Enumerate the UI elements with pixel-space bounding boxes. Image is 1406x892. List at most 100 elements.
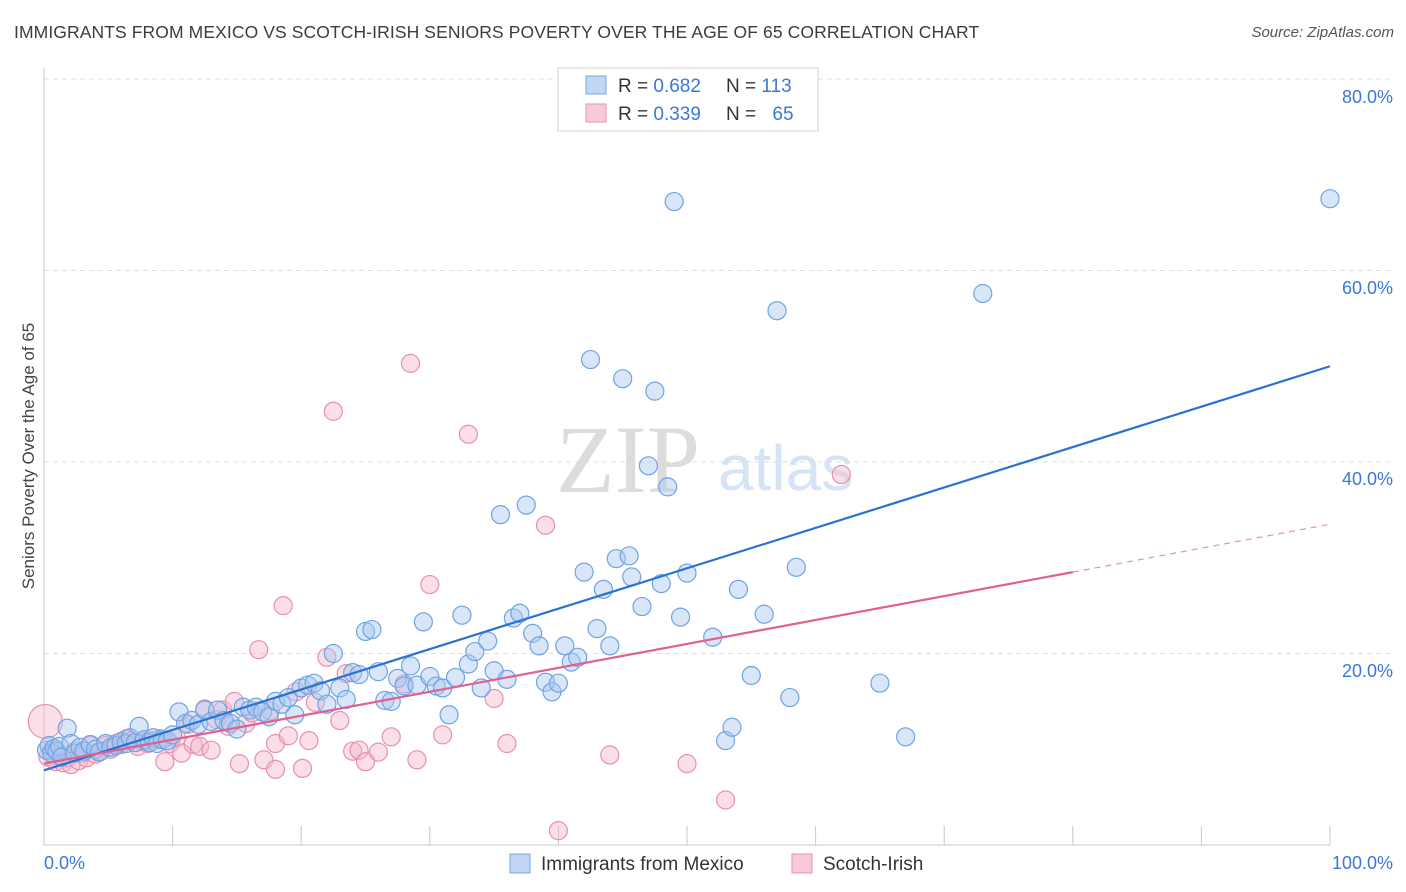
- point-scotch-irish-73: [715, 790, 736, 810]
- y-tick-label-60: 60.0%: [1342, 278, 1393, 298]
- stats-r-value-2: 0.339: [653, 104, 701, 125]
- point-scotch-irish-72: [677, 754, 697, 774]
- point-scotch-irish-67: [484, 688, 504, 709]
- point-mexico-112: [722, 717, 742, 737]
- point-scotch-irish-47: [278, 726, 298, 746]
- point-mexico-119: [870, 673, 890, 693]
- legend-swatch-mexico: [509, 853, 531, 874]
- point-mexico-53: [317, 694, 337, 714]
- point-scotch-irish-65: [433, 725, 453, 745]
- point-mexico-122: [1320, 189, 1340, 209]
- y-tick-label-20: 20.0%: [1342, 661, 1393, 681]
- point-scotch-irish-42: [249, 640, 269, 660]
- stats-swatch-pink: [585, 103, 607, 123]
- point-mexico-105: [651, 574, 671, 594]
- y-tick-label-80: 80.0%: [1342, 87, 1393, 107]
- data-points: [27, 189, 1340, 841]
- legend-item-scotch-irish[interactable]: Scotch-Irish: [791, 853, 923, 875]
- point-scotch-irish-0: [27, 703, 63, 740]
- point-mexico-66: [400, 656, 421, 676]
- point-mexico-106: [658, 477, 678, 497]
- point-mexico-94: [580, 349, 601, 370]
- point-mexico-116: [767, 301, 787, 321]
- point-mexico-75: [458, 654, 478, 674]
- point-mexico-102: [632, 596, 652, 617]
- x-tick-label-max: 100.0%: [1332, 853, 1393, 873]
- point-mexico-108: [670, 607, 691, 627]
- svg-text:N = 65: N = 65: [726, 104, 794, 125]
- point-mexico-121: [973, 283, 993, 304]
- point-mexico-93: [574, 562, 594, 582]
- stats-n-value-2: 65: [772, 104, 793, 125]
- point-mexico-115: [754, 604, 774, 624]
- stats-r-label-2: R =: [618, 104, 653, 125]
- point-mexico-89: [548, 673, 569, 693]
- point-scotch-irish-70: [548, 821, 569, 841]
- point-mexico-118: [786, 557, 806, 577]
- trend-line-mexico: [43, 365, 1331, 772]
- point-scotch-irish-66: [458, 424, 478, 444]
- point-mexico-85: [523, 623, 543, 643]
- svg-text:R = 0.682: R = 0.682: [618, 76, 701, 97]
- point-scotch-irish-62: [400, 353, 421, 373]
- point-mexico-90: [555, 636, 575, 656]
- point-mexico-63: [381, 691, 401, 711]
- point-scotch-irish-53: [323, 401, 343, 421]
- point-scotch-irish-32: [190, 736, 210, 756]
- stats-r-value-1: 0.682: [653, 76, 701, 97]
- legend: Immigrants from Mexico Scotch-Irish: [509, 853, 923, 875]
- trend-line-scotch-irish: [43, 571, 1074, 765]
- watermark-zip: ZIP: [556, 406, 700, 513]
- point-mexico-120: [896, 727, 916, 747]
- point-scotch-irish-75: [265, 759, 286, 779]
- legend-item-mexico[interactable]: Immigrants from Mexico: [509, 853, 744, 875]
- point-scotch-irish-56: [343, 741, 363, 761]
- y-tick-label-40: 40.0%: [1342, 469, 1393, 489]
- chart-title: IMMIGRANTS FROM MEXICO VS SCOTCH-IRISH S…: [14, 22, 980, 42]
- point-mexico-78: [478, 631, 498, 651]
- point-mexico-100: [619, 546, 639, 566]
- point-mexico-84: [516, 495, 536, 515]
- point-scotch-irish-60: [381, 727, 401, 747]
- point-mexico-76: [465, 641, 485, 662]
- stats-n-value-1: 113: [761, 76, 791, 97]
- legend-label-scotch-irish: Scotch-Irish: [823, 854, 923, 875]
- watermark: ZIP atlas: [556, 406, 853, 513]
- stats-r-label-1: R =: [618, 76, 653, 97]
- point-scotch-irish-68: [497, 733, 517, 754]
- point-mexico-83: [510, 603, 530, 623]
- point-mexico-69: [420, 666, 440, 687]
- point-scotch-irish-50: [299, 731, 319, 751]
- x-axis-ticks: [43, 826, 1331, 845]
- point-mexico-95: [587, 619, 607, 639]
- y-tick-labels: 20.0% 40.0% 60.0% 80.0%: [1342, 87, 1393, 681]
- point-mexico-104: [645, 381, 665, 401]
- point-mexico-113: [728, 579, 749, 599]
- point-mexico-74: [452, 605, 472, 625]
- point-mexico-55: [330, 678, 350, 698]
- legend-label-mexico: Immigrants from Mexico: [541, 854, 744, 875]
- point-mexico-60: [362, 619, 382, 640]
- point-scotch-irish-58: [355, 752, 376, 772]
- point-mexico-117: [780, 687, 800, 708]
- chart-source: Source: ZipAtlas.com: [1251, 24, 1394, 41]
- svg-text:R = 0.339: R = 0.339: [618, 104, 701, 125]
- point-mexico-64: [388, 668, 408, 688]
- trend-lines: [43, 365, 1331, 772]
- legend-swatch-scotch-irish: [791, 853, 813, 874]
- point-mexico-86: [529, 636, 549, 656]
- stats-n-label-1: N =: [726, 76, 761, 97]
- point-scotch-irish-49: [292, 758, 313, 779]
- svg-text:N = 113: N = 113: [726, 76, 792, 97]
- point-mexico-73: [445, 667, 466, 688]
- point-mexico-114: [741, 665, 761, 686]
- point-mexico-68: [413, 612, 433, 632]
- point-mexico-7: [57, 718, 77, 738]
- point-scotch-irish-69: [535, 515, 556, 535]
- point-scotch-irish-63: [407, 750, 427, 770]
- point-mexico-72: [439, 705, 459, 725]
- point-mexico-107: [664, 191, 684, 212]
- point-scotch-irish-71: [600, 745, 620, 765]
- gridlines: [44, 78, 1395, 654]
